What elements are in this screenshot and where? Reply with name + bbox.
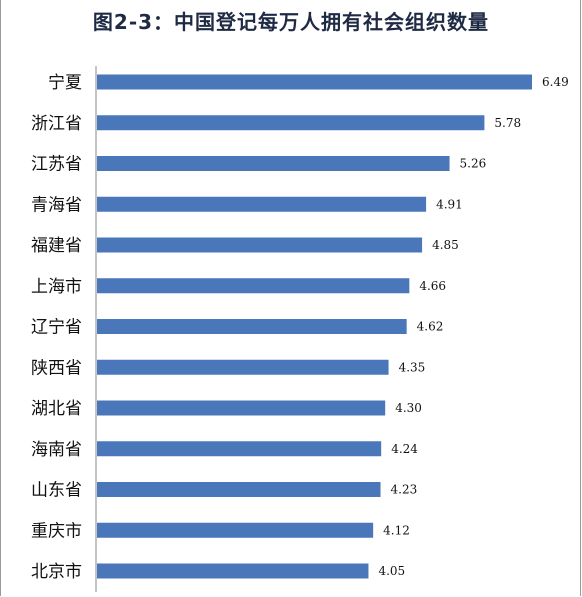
- value-label: 6.49: [542, 75, 569, 89]
- bar-4: [97, 196, 427, 212]
- value-label: 4.24: [391, 442, 418, 456]
- category-label: 海南省: [31, 440, 82, 460]
- category-label: 陕西省: [31, 358, 82, 378]
- bar-8: [97, 359, 389, 375]
- value-label: 5.26: [460, 157, 487, 171]
- value-label: 5.78: [494, 116, 521, 130]
- bar-9: [97, 400, 386, 416]
- chart-title: 图2-3：中国登记每万人拥有社会组织数量: [92, 10, 490, 34]
- bar-7: [97, 319, 407, 334]
- category-label: 江苏省: [31, 155, 82, 175]
- value-label: 4.66: [419, 279, 446, 293]
- bar-2: [97, 115, 485, 131]
- value-label: 4.62: [417, 320, 444, 334]
- bar-13: [97, 563, 369, 579]
- value-label: 4.12: [383, 523, 410, 537]
- category-label: 重庆市: [31, 521, 82, 541]
- value-label: 4.91: [436, 197, 463, 211]
- bar-10: [97, 441, 382, 457]
- bar-6: [97, 278, 410, 294]
- bar-5: [97, 237, 423, 253]
- bar-1: [97, 74, 532, 90]
- value-label: 4.05: [378, 564, 405, 578]
- value-label: 4.30: [395, 401, 422, 415]
- bar-11: [97, 482, 381, 497]
- value-label: 4.85: [432, 238, 459, 252]
- category-label: 青海省: [31, 195, 82, 215]
- category-label: 辽宁省: [31, 318, 82, 338]
- category-label: 宁夏: [48, 73, 82, 93]
- category-label: 山东省: [31, 481, 82, 501]
- category-label: 北京市: [31, 562, 82, 582]
- bar-12: [97, 522, 374, 538]
- value-label: 4.23: [391, 483, 418, 497]
- bar-3: [97, 156, 450, 171]
- category-label: 浙江省: [31, 114, 82, 134]
- category-label: 上海市: [31, 277, 82, 297]
- category-label: 湖北省: [31, 399, 82, 419]
- value-label: 4.35: [399, 360, 426, 374]
- category-label: 福建省: [31, 236, 82, 256]
